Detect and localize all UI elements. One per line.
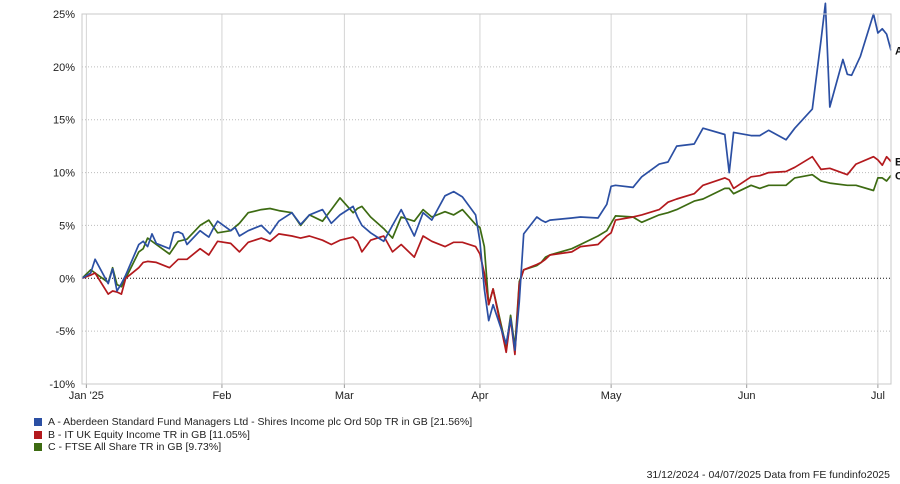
series-lines: [81, 2, 892, 356]
y-tick-label: -10%: [49, 379, 75, 391]
x-tick-label: Jul: [871, 390, 885, 402]
data-source-footer: 31/12/2024 - 04/07/2025 Data from FE fun…: [646, 469, 890, 481]
x-tick-label: May: [601, 390, 622, 402]
y-axis-tick-labels: -10% -5% 0% 5% 10% 15% 20% 25%: [49, 9, 75, 391]
line-chart: -10% -5% 0% 5% 10% 15% 20% 25% Jan '25 Feb Mar Apr…: [49, 2, 900, 402]
legend-label-c: C - FTSE All Share TR in GB [9.73%]: [48, 441, 222, 453]
x-tick-label: Mar: [335, 390, 354, 402]
x-tick-label: Jan '25: [69, 390, 104, 402]
x-tick-label: Feb: [212, 390, 231, 402]
plot-area-border: [81, 13, 892, 385]
legend-item-a: A - Aberdeen Standard Fund Managers Ltd …: [34, 416, 472, 429]
x-tick-label: Apr: [471, 390, 488, 402]
legend-item-b: B - IT UK Equity Income TR in GB [11.05%…: [34, 429, 472, 442]
y-tick-label: -5%: [55, 326, 75, 338]
series-end-labels: A BC: [895, 45, 900, 182]
legend-label-a: A - Aberdeen Standard Fund Managers Ltd …: [48, 416, 473, 428]
y-tick-label: 15%: [53, 115, 75, 127]
series-line-a: [81, 2, 892, 352]
end-label-c: C: [895, 170, 900, 182]
legend: A - Aberdeen Standard Fund Managers Ltd …: [34, 416, 472, 454]
series-line-b: [81, 155, 892, 356]
series-line-c: [81, 173, 892, 348]
legend-swatch-c: [34, 443, 42, 452]
horizontal-gridlines: [82, 13, 891, 385]
legend-item-c: C - FTSE All Share TR in GB [9.73%]: [34, 441, 472, 454]
y-tick-label: 10%: [53, 168, 75, 180]
x-axis-tick-labels: Jan '25 Feb Mar Apr May Jun Jul: [69, 390, 885, 402]
x-tick-label: Jun: [738, 390, 756, 402]
vertical-gridlines: [85, 14, 879, 388]
y-tick-label: 5%: [59, 220, 75, 232]
y-tick-label: 20%: [53, 62, 75, 74]
end-label-b: B: [895, 156, 900, 168]
legend-label-b: B - IT UK Equity Income TR in GB [11.05%…: [48, 428, 250, 441]
y-tick-label: 25%: [53, 9, 75, 21]
legend-swatch-a: [34, 418, 42, 427]
y-tick-label: 0%: [59, 273, 75, 285]
end-label-a: A: [895, 45, 900, 57]
legend-swatch-b: [34, 430, 42, 439]
